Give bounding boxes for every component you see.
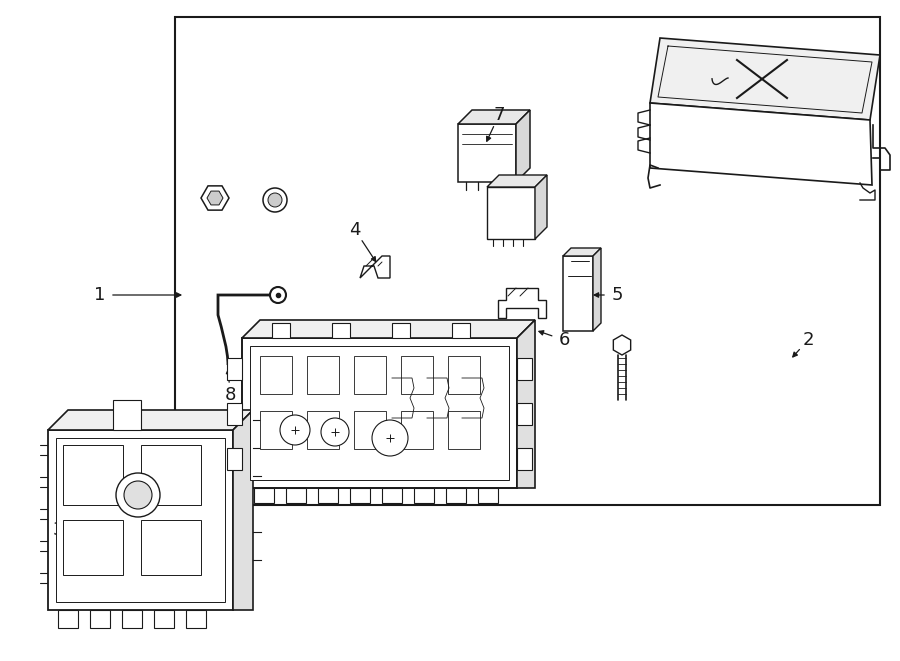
Bar <box>332 323 350 338</box>
Bar <box>63 445 123 505</box>
Circle shape <box>124 481 152 509</box>
Text: 2: 2 <box>802 331 814 349</box>
Bar <box>350 488 370 503</box>
Text: 8: 8 <box>224 386 236 404</box>
Bar <box>48 430 233 610</box>
Bar <box>458 124 516 182</box>
Polygon shape <box>498 288 546 318</box>
Bar <box>141 445 201 505</box>
Bar <box>448 356 480 394</box>
Circle shape <box>372 420 408 456</box>
Bar <box>227 403 242 425</box>
Bar <box>517 448 532 470</box>
Polygon shape <box>563 248 601 256</box>
Text: 6: 6 <box>558 331 570 349</box>
Text: 5: 5 <box>611 286 623 304</box>
Bar <box>122 610 142 628</box>
Bar <box>141 520 201 575</box>
Bar <box>448 411 480 449</box>
Circle shape <box>270 287 286 303</box>
Polygon shape <box>517 320 535 488</box>
Circle shape <box>263 188 287 212</box>
Bar <box>260 411 292 449</box>
Bar <box>446 488 466 503</box>
Bar <box>354 411 386 449</box>
Bar <box>56 438 225 602</box>
Bar <box>175 17 880 505</box>
Bar <box>563 256 593 331</box>
Polygon shape <box>535 175 547 239</box>
Bar <box>113 400 141 430</box>
Bar <box>186 610 206 628</box>
Polygon shape <box>207 191 223 205</box>
Text: 4: 4 <box>349 221 361 239</box>
Bar <box>242 338 517 488</box>
Circle shape <box>280 415 310 445</box>
Text: 1: 1 <box>94 286 105 304</box>
Circle shape <box>321 418 349 446</box>
Bar <box>90 610 110 628</box>
Bar <box>414 488 434 503</box>
Bar <box>272 323 290 338</box>
Polygon shape <box>201 186 229 210</box>
Bar <box>307 356 339 394</box>
Bar <box>354 356 386 394</box>
Polygon shape <box>516 110 530 182</box>
Polygon shape <box>650 38 880 120</box>
Bar <box>401 411 433 449</box>
Bar <box>452 323 470 338</box>
Bar <box>517 358 532 380</box>
Polygon shape <box>233 410 253 610</box>
Bar <box>286 488 306 503</box>
Circle shape <box>116 473 160 517</box>
Bar <box>487 187 535 239</box>
Text: 7: 7 <box>493 106 505 124</box>
Bar <box>392 323 410 338</box>
Text: 3: 3 <box>52 521 64 539</box>
Bar <box>517 403 532 425</box>
Polygon shape <box>242 320 535 338</box>
Bar <box>401 356 433 394</box>
Polygon shape <box>487 175 547 187</box>
Bar <box>154 610 174 628</box>
Bar <box>63 520 123 575</box>
Bar <box>382 488 402 503</box>
Polygon shape <box>458 110 530 124</box>
Bar <box>227 448 242 470</box>
Polygon shape <box>593 248 601 331</box>
Bar <box>318 488 338 503</box>
Circle shape <box>268 193 282 207</box>
Bar <box>478 488 498 503</box>
Polygon shape <box>360 256 390 278</box>
Polygon shape <box>613 335 631 355</box>
Bar <box>227 358 242 380</box>
Bar <box>307 411 339 449</box>
Bar <box>260 356 292 394</box>
Bar <box>254 488 274 503</box>
Polygon shape <box>48 410 253 430</box>
Bar <box>58 610 78 628</box>
Polygon shape <box>650 103 872 185</box>
Bar <box>250 346 509 480</box>
